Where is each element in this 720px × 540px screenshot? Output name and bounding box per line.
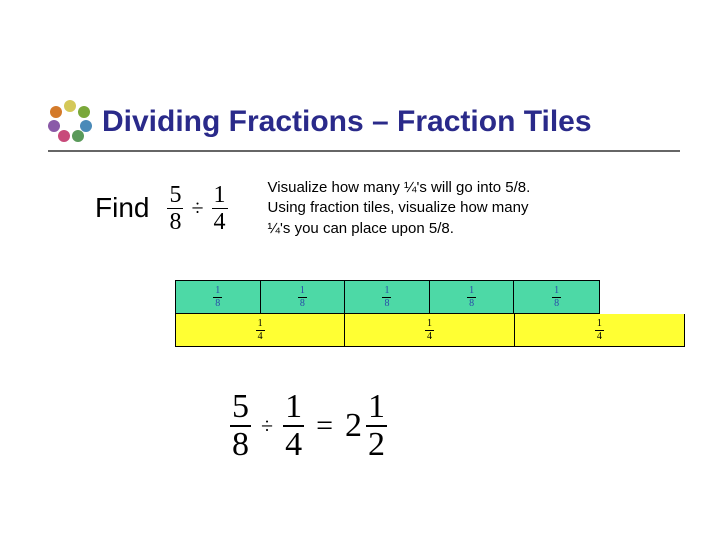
logo-dot <box>50 106 62 118</box>
find-row: Find 5 8 ÷ 1 4 Visualize how many ¼'s wi… <box>95 178 660 239</box>
divide-symbol: ÷ <box>187 195 207 221</box>
result-fraction-half: 1 2 <box>366 390 387 462</box>
page-title: Dividing Fractions – Fraction Tiles <box>102 105 592 139</box>
tile-fraction: 18 <box>552 286 561 309</box>
fraction-tile: 18 <box>514 281 599 313</box>
fraction-5-8: 5 8 <box>167 183 183 234</box>
tile-row-quarters: 14 14 14 <box>175 314 685 347</box>
explanation-text: Visualize how many ¼'s will go into 5/8.… <box>268 178 531 239</box>
tile-row-eighths: 18 18 18 18 18 <box>175 280 600 314</box>
logo-dot <box>80 120 92 132</box>
tile-fraction: 14 <box>425 319 434 342</box>
fraction-tile: 18 <box>430 281 515 313</box>
header: Dividing Fractions – Fraction Tiles <box>48 100 680 152</box>
tile-fraction: 18 <box>213 286 222 309</box>
result-equation: 5 8 ÷ 1 4 = 2 1 2 <box>230 390 387 462</box>
logo-icon <box>48 100 92 144</box>
fraction-tiles: 1818181818 141414 <box>175 280 600 347</box>
logo-dot <box>72 130 84 142</box>
fraction-tile: 14 <box>176 314 345 346</box>
tile-fraction: 18 <box>298 286 307 309</box>
result-divide: ÷ <box>257 413 277 439</box>
fraction-tile: 18 <box>176 281 261 313</box>
tile-fraction: 14 <box>256 319 265 342</box>
result-fraction-1: 5 8 <box>230 390 251 462</box>
find-label: Find <box>95 192 149 224</box>
logo-dot <box>48 120 60 132</box>
fraction-tile: 14 <box>345 314 514 346</box>
fraction-tile: 18 <box>261 281 346 313</box>
mixed-number: 2 1 2 <box>345 390 387 462</box>
result-fraction-2: 1 4 <box>283 390 304 462</box>
logo-dot <box>58 130 70 142</box>
find-expression: 5 8 ÷ 1 4 <box>167 183 227 234</box>
fraction-1-4: 1 4 <box>212 183 228 234</box>
fraction-tile: 18 <box>345 281 430 313</box>
tile-fraction: 14 <box>595 319 604 342</box>
equals-symbol: = <box>310 409 339 443</box>
logo-dot <box>64 100 76 112</box>
tile-fraction: 18 <box>467 286 476 309</box>
logo-dot <box>78 106 90 118</box>
tile-fraction: 18 <box>382 286 391 309</box>
fraction-tile: 14 <box>515 314 684 346</box>
